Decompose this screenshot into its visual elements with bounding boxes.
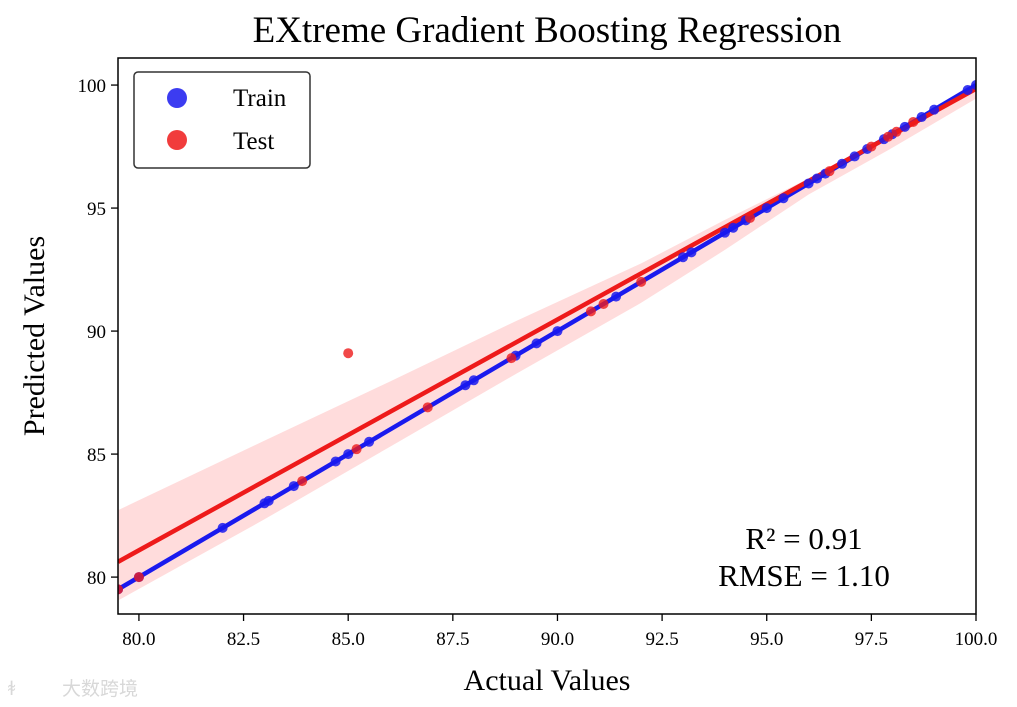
x-tick-label: 85.0 [332, 629, 365, 650]
test-point [866, 141, 877, 152]
x-tick-label: 97.5 [855, 629, 888, 650]
train-point [364, 436, 375, 447]
plot-area [118, 80, 976, 601]
plot-frame [117, 57, 977, 615]
train-point [217, 522, 228, 533]
rmse-annotation: RMSE = 1.10 [718, 558, 890, 593]
watermark-text: 大数跨境 [62, 678, 138, 700]
train-point [330, 456, 341, 467]
r2-annotation: R² = 0.91 [745, 521, 862, 556]
x-tick-label: 87.5 [436, 629, 469, 650]
train-point [811, 173, 822, 184]
chart-title: EXtreme Gradient Boosting Regression [253, 10, 842, 51]
train-point [803, 178, 814, 189]
train-point [899, 121, 910, 132]
test-point [908, 116, 919, 127]
train-point [343, 449, 354, 460]
train-point [552, 326, 563, 337]
y-tick-label: 80 [87, 568, 106, 589]
watermark: ꬸ 大数跨境 [8, 678, 138, 700]
test-point [598, 299, 609, 310]
train-point [719, 227, 730, 238]
y-tick-label: 95 [87, 199, 106, 220]
test-point [506, 353, 517, 364]
train-point [531, 338, 542, 349]
train-point [761, 203, 772, 214]
y-tick-label: 85 [87, 445, 106, 466]
test-point [744, 212, 755, 223]
test-point [351, 444, 362, 455]
test-point [118, 584, 123, 595]
train-point [778, 193, 789, 204]
x-tick-label: 90.0 [541, 629, 574, 650]
test-point [883, 131, 894, 142]
y-axis-label: Predicted Values [18, 236, 51, 436]
train-point [929, 104, 940, 115]
x-tick-label: 80.0 [122, 629, 155, 650]
train-point [288, 481, 299, 492]
x-axis-label: Actual Values [464, 664, 631, 697]
train-point [849, 151, 860, 162]
x-tick-label: 100.0 [955, 629, 998, 650]
legend-label-train: Train [233, 85, 287, 112]
train-point [728, 222, 739, 233]
watermark-logo-icon: ꬸ [8, 678, 16, 700]
y-tick-label: 100 [78, 76, 107, 97]
train-point [837, 158, 848, 169]
legend: Train Test [133, 71, 311, 169]
x-tick-label: 95.0 [750, 629, 783, 650]
y-axis: 80 85 90 95 100 [78, 76, 118, 589]
train-point [962, 84, 973, 95]
x-tick-label: 92.5 [645, 629, 678, 650]
legend-marker-train [167, 88, 187, 108]
x-tick-label: 82.5 [227, 629, 260, 650]
train-point [971, 80, 976, 91]
test-point [636, 276, 647, 287]
train-point [678, 252, 689, 263]
train-point [468, 375, 479, 386]
test-point [422, 402, 433, 413]
train-point [916, 112, 927, 123]
test-point [891, 126, 902, 137]
test-point [824, 166, 835, 177]
train-point [460, 380, 471, 391]
test-point [297, 476, 308, 487]
test-point [133, 572, 144, 583]
train-point [263, 495, 274, 506]
x-axis: 80.0 82.5 85.0 87.5 90.0 92.5 95.0 97.5 100.0 [122, 614, 997, 650]
train-point [611, 291, 622, 302]
train-point [686, 247, 697, 258]
test-point [343, 348, 354, 359]
legend-label-test: Test [233, 128, 274, 155]
y-tick-label: 90 [87, 322, 106, 343]
legend-marker-test [167, 130, 187, 150]
test-point [585, 306, 596, 317]
